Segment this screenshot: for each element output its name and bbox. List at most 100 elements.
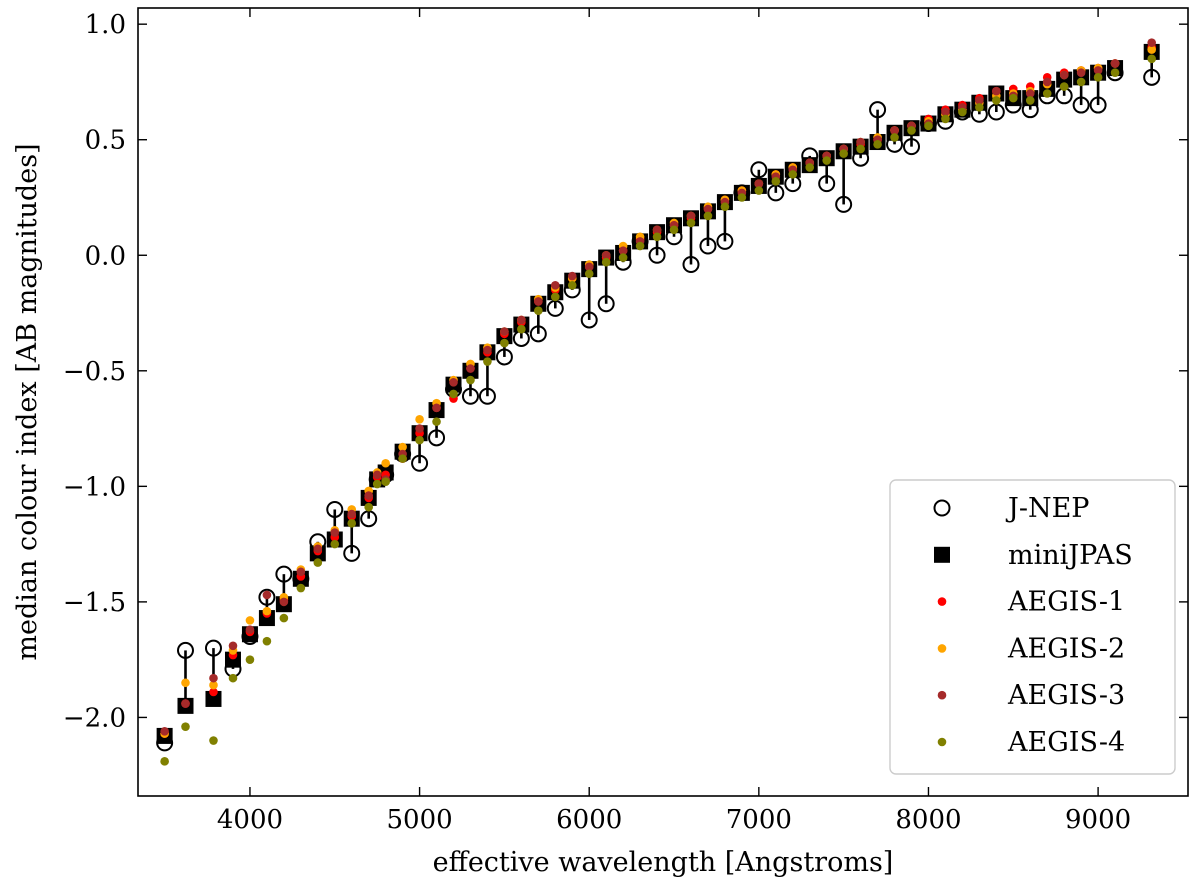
plot-marks xyxy=(156,38,1161,766)
jnep-point xyxy=(478,387,496,405)
aegis-2-point xyxy=(245,616,255,625)
aegis-3-point xyxy=(449,378,458,387)
aegis-3-point xyxy=(364,491,373,500)
aegis-4-point xyxy=(181,722,190,731)
aegis-3-point xyxy=(347,509,357,519)
aegis-3-point xyxy=(160,726,169,736)
aegis-4-point xyxy=(1093,73,1103,82)
jnep-point xyxy=(580,311,598,329)
aegis-4-point xyxy=(635,241,645,251)
x-tick-label: 9000 xyxy=(1065,805,1131,835)
aegis-3-point xyxy=(601,250,611,260)
jnep-point xyxy=(258,588,276,606)
aegis-4-point xyxy=(584,269,594,279)
aegis-4-point xyxy=(517,324,526,334)
aegis-3-point xyxy=(1147,38,1156,47)
aegis-4-point xyxy=(245,655,255,664)
aegis-3-point xyxy=(330,528,340,537)
aegis-3-point xyxy=(703,204,713,214)
aegis-3-point xyxy=(500,327,509,336)
jnep-point xyxy=(818,175,836,193)
aegis-4-point xyxy=(567,281,577,290)
aegis-4-point xyxy=(958,107,967,117)
aegis-4-point xyxy=(296,583,306,593)
aegis-3-point xyxy=(567,271,577,281)
legend-label-aegis-2: AEGIS-2 xyxy=(1007,633,1125,664)
aegis-4-point xyxy=(1008,93,1018,103)
jnep-point xyxy=(869,101,887,119)
aegis-3-point xyxy=(992,86,1001,96)
aegis-4-point xyxy=(720,202,730,212)
aegis-3-point xyxy=(262,590,272,600)
legend-marker-aegis-2 xyxy=(937,644,947,653)
legend-label-aegis-1: AEGIS-1 xyxy=(1007,587,1125,618)
aegis-4-point xyxy=(415,435,424,445)
aegis-3-point xyxy=(372,470,382,480)
aegis-4-point xyxy=(805,163,815,172)
jnep-point xyxy=(461,387,479,405)
aegis-4-point xyxy=(330,539,340,549)
aegis-3-point xyxy=(550,281,560,290)
aegis-3-point xyxy=(483,345,492,355)
aegis-4-point xyxy=(771,177,781,186)
aegis-3-point xyxy=(432,403,441,413)
aegis-4-point xyxy=(924,121,933,131)
legend-box xyxy=(889,479,1176,775)
aegis-3-point xyxy=(1042,77,1052,87)
x-tick-label: 5000 xyxy=(386,805,452,835)
aegis-4-point xyxy=(601,257,611,267)
aegis-4-point xyxy=(364,502,373,512)
x-tick-label: 6000 xyxy=(556,805,622,835)
aegis-4-point xyxy=(975,103,984,112)
legend-label-aegis-3: AEGIS-3 xyxy=(1007,680,1125,711)
aegis-2-point xyxy=(415,415,424,424)
aegis-3-point xyxy=(1025,89,1035,98)
y-tick-label: −2.0 xyxy=(63,703,126,733)
y-tick-label: 0.0 xyxy=(85,241,126,271)
jnep-point xyxy=(716,232,734,250)
jnep-point xyxy=(326,500,344,518)
aegis-4-point xyxy=(160,757,169,766)
aegis-3-point xyxy=(313,544,323,554)
aegis-3-point xyxy=(686,211,696,221)
aegis-3-point xyxy=(618,246,628,255)
aegis-4-point xyxy=(890,133,899,142)
aegis-4-point xyxy=(992,96,1001,105)
aegis-4-point xyxy=(1059,82,1069,91)
aegis-4-point xyxy=(754,186,764,195)
jnep-point xyxy=(411,454,429,472)
aegis-3-point xyxy=(1059,70,1069,80)
aegis-2-point xyxy=(381,458,390,468)
aegis-3-point xyxy=(1110,59,1120,68)
jnep-point xyxy=(343,544,361,562)
aegis-4-point xyxy=(1025,96,1035,105)
aegis-4-point xyxy=(618,253,628,262)
aegis-2-point xyxy=(1147,45,1156,54)
aegis-3-point xyxy=(1076,68,1086,78)
aegis-4-point xyxy=(398,454,407,463)
jnep-point xyxy=(1072,96,1090,114)
aegis-4-point xyxy=(839,149,848,158)
aegis-4-point xyxy=(788,170,798,179)
legend-label-aegis-4: AEGIS-4 xyxy=(1007,727,1125,758)
legend-label-minijpas: miniJPAS xyxy=(1008,540,1133,571)
y-tick-label: −1.0 xyxy=(63,472,126,502)
aegis-3-point xyxy=(245,625,255,634)
aegis-4-point xyxy=(313,558,323,567)
jnep-point xyxy=(750,161,768,179)
aegis-4-point xyxy=(381,477,390,487)
aegis-3-point xyxy=(517,315,526,325)
aegis-3-point xyxy=(941,107,950,117)
legend-marker-aegis-1 xyxy=(937,597,947,606)
y-tick-label: −1.5 xyxy=(63,588,126,618)
aegis-4-point xyxy=(1076,77,1086,87)
axes: 4000 5000 6000 7000 8000 9000 −2.0 −1.5 −1.0 −0.5… xyxy=(63,8,1188,835)
aegis-2-point xyxy=(209,680,218,690)
aegis-2-point xyxy=(398,442,407,452)
x-tick-label: 7000 xyxy=(726,805,792,835)
legend-marker-minijpas xyxy=(934,546,950,563)
jnep-point xyxy=(1143,68,1161,86)
aegis-4-point xyxy=(737,193,747,202)
aegis-3-point xyxy=(534,297,543,306)
